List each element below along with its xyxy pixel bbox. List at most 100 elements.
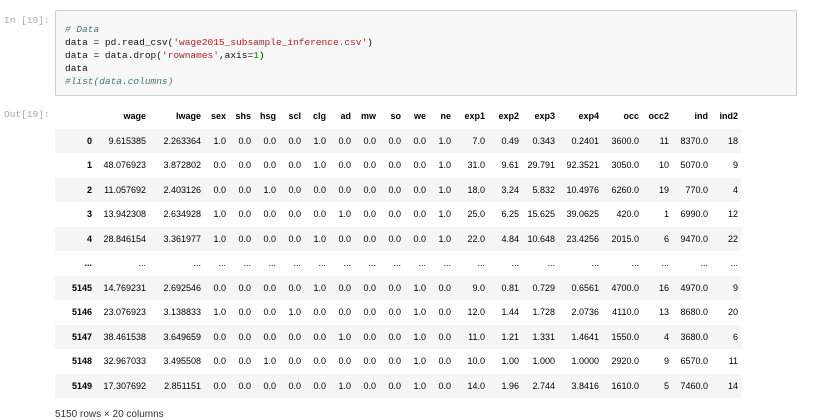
table-cell: 1550.0 <box>611 331 639 342</box>
table-cell: 0.81 <box>501 282 519 293</box>
table-cell: 3050.0 <box>611 160 639 171</box>
table-cell: 0.0 <box>413 184 426 195</box>
table-cell: 0.0 <box>388 356 401 367</box>
table-cell: 1.0 <box>213 307 226 318</box>
row-index: 5147 <box>71 331 92 342</box>
table-cell: 3.8416 <box>571 380 599 391</box>
table-cell: 4.84 <box>501 233 519 244</box>
table-cell: 1.96 <box>501 380 519 391</box>
table-cell: 0.0 <box>238 380 251 391</box>
table-cell: 0.0 <box>338 135 351 146</box>
table-cell: 0.0 <box>388 135 401 146</box>
table-cell: 0.0 <box>288 184 301 195</box>
table-cell: 16 <box>658 282 669 293</box>
column-header: we <box>413 111 426 122</box>
table-cell: 32.967033 <box>103 356 146 367</box>
table-cell: 2015.0 <box>611 233 639 244</box>
table-cell: 0.0 <box>238 282 251 293</box>
table-cell: 0.0 <box>413 135 426 146</box>
table-cell: 0.0 <box>238 135 251 146</box>
table-row: 3 13.942308 2.634928 1.0 0.0 0.0 0.0 0.0 1.0 0.0 0… <box>55 202 741 227</box>
table-cell: 11 <box>728 356 738 367</box>
table-cell: 18.0 <box>467 184 485 195</box>
column-header: exp1 <box>464 111 485 122</box>
table-cell: 10.0 <box>467 356 485 367</box>
table-cell: 1.0 <box>438 209 451 220</box>
table-cell: ... <box>138 258 146 269</box>
row-index: 2 <box>86 184 92 195</box>
table-cell: 0.0 <box>288 209 301 220</box>
table-cell: 1.0 <box>263 356 276 367</box>
table-cell: 0.0 <box>388 233 401 244</box>
row-index: 5145 <box>71 282 92 293</box>
code-comment: # Data <box>65 24 100 35</box>
table-cell: 2.634928 <box>163 209 201 220</box>
code-editor[interactable]: # Data data = pd.read_csv('wage2015_subs… <box>65 23 373 88</box>
table-cell: 1.728 <box>532 307 555 318</box>
table-cell: 6260.0 <box>611 184 639 195</box>
table-cell: 0.0 <box>388 331 401 342</box>
table-cell: 1.0 <box>413 307 426 318</box>
table-cell: 0.0 <box>438 282 451 293</box>
table-cell: 14.0 <box>467 380 485 391</box>
table-cell: ... <box>343 258 351 269</box>
code-text: ) <box>258 50 265 61</box>
column-header: lwage <box>175 111 201 122</box>
table-cell: 5.832 <box>532 184 555 195</box>
table-cell: 0.0 <box>363 356 376 367</box>
table-cell: 8370.0 <box>680 135 708 146</box>
table-cell: 11.057692 <box>104 184 146 195</box>
row-index: 1 <box>86 160 92 171</box>
table-cell: 8680.0 <box>680 307 708 318</box>
table-cell: 0.0 <box>363 380 376 391</box>
table-cell: 0.0 <box>338 356 351 367</box>
dataframe-table: wage lwage sex shs hsg scl clg ad mw so we ne exp1 ex… <box>55 104 741 398</box>
table-cell: 0.0 <box>238 307 251 318</box>
table-cell: 20 <box>727 307 738 318</box>
table-row: 0 9.615385 2.263364 1.0 0.0 0.0 0.0 1.0 0.0 0.0 0.… <box>55 128 741 153</box>
row-index: 5149 <box>71 380 92 391</box>
table-cell: 0.0 <box>388 209 401 220</box>
table-cell: 1.0 <box>313 135 326 146</box>
table-cell: 9.61 <box>501 160 519 171</box>
table-cell: 770.0 <box>685 184 708 195</box>
table-cell: 0.0 <box>313 331 326 342</box>
table-cell: 29.791 <box>527 160 555 171</box>
table-cell: 9 <box>663 356 669 367</box>
column-header: occ2 <box>648 111 669 122</box>
column-header: sex <box>210 111 226 122</box>
code-cell[interactable]: # Data data = pd.read_csv('wage2015_subs… <box>55 10 797 96</box>
table-cell: 14 <box>727 380 738 391</box>
table-cell: 12.0 <box>467 307 485 318</box>
table-cell: 0.0 <box>363 282 376 293</box>
table-cell: 0.49 <box>501 135 519 146</box>
row-index: ... <box>84 258 92 269</box>
table-cell: 0.0 <box>363 307 376 318</box>
table-cell: 0.0 <box>263 331 276 342</box>
table-cell: 1.4641 <box>571 331 599 342</box>
table-cell: 4 <box>663 331 669 342</box>
table-cell: 4700.0 <box>611 282 639 293</box>
table-cell: 420.0 <box>616 209 639 220</box>
column-header: wage <box>123 111 146 122</box>
table-cell: 0.0 <box>288 160 301 171</box>
table-cell: 19 <box>658 184 669 195</box>
table-cell: 3.138833 <box>163 307 201 318</box>
table-cell: 0.0 <box>213 184 226 195</box>
column-header: mw <box>360 111 376 122</box>
row-index: 5148 <box>71 356 92 367</box>
table-cell: 28.846154 <box>103 233 146 244</box>
table-cell: 15.625 <box>527 209 555 220</box>
table-cell: 0.343 <box>532 135 555 146</box>
table-cell: 0.0 <box>438 331 451 342</box>
column-header: ne <box>440 111 451 122</box>
code-text: ,axis= <box>218 50 254 61</box>
table-cell: 0.0 <box>313 380 326 391</box>
table-cell: 4970.0 <box>680 282 708 293</box>
code-comment: #list(data.columns) <box>65 76 174 87</box>
table-cell: 1.0 <box>438 233 451 244</box>
table-row: ........................................… <box>55 251 741 276</box>
table-cell: 0.0 <box>263 135 276 146</box>
table-header: wage lwage sex shs hsg scl clg ad mw so we ne exp1 ex… <box>55 104 741 129</box>
table-cell: 0.0 <box>288 356 301 367</box>
